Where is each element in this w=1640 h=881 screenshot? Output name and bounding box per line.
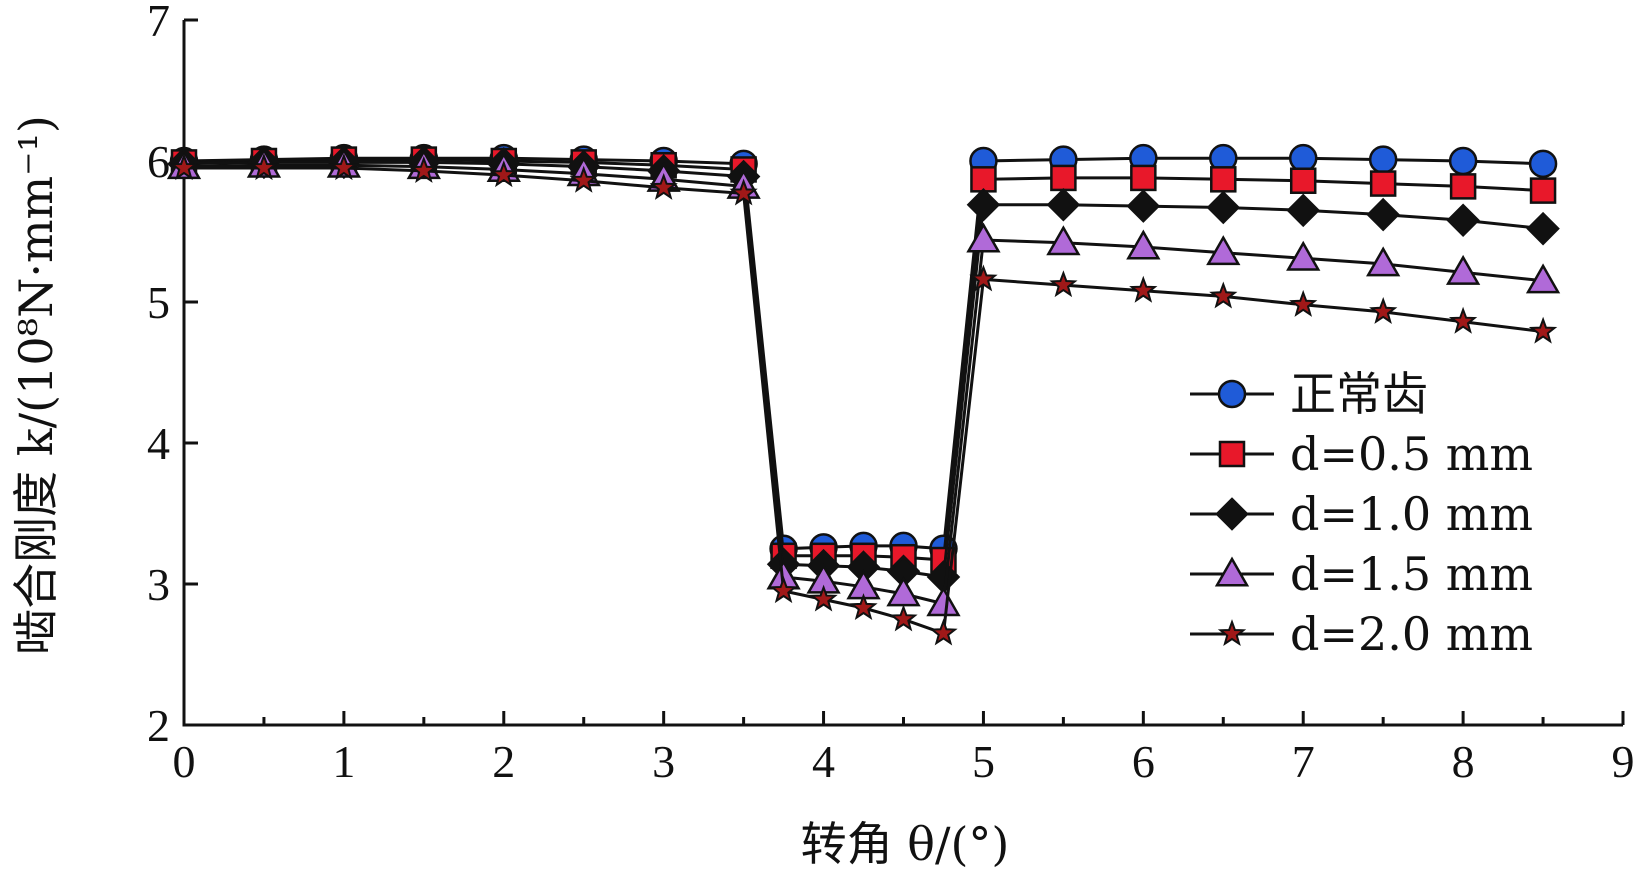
y-tick-label: 6	[147, 136, 170, 187]
data-point	[1209, 281, 1238, 309]
legend-marker	[1217, 379, 1247, 409]
x-tick-label: 4	[812, 736, 835, 787]
data-point	[1449, 173, 1477, 200]
data-point	[1369, 297, 1398, 324]
data-point	[649, 172, 678, 200]
x-tick-label: 8	[1452, 736, 1475, 787]
data-point	[1046, 225, 1081, 256]
x-tick-label: 1	[332, 736, 355, 787]
x-tick-label: 5	[972, 736, 995, 787]
data-point	[1529, 177, 1557, 204]
x-tick-label: 0	[173, 736, 196, 787]
data-point	[969, 264, 998, 292]
legend-item: d=1.5 mm	[1190, 547, 1533, 601]
x-tick-label: 6	[1132, 736, 1155, 787]
legend: 正常齿 d=0.5 mm d=1.0 mm d=1.5 mm d=2.0 mm	[1190, 367, 1533, 661]
y-tick-label: 7	[147, 0, 170, 46]
data-point	[1448, 306, 1478, 334]
x-tick-label: 3	[652, 736, 675, 787]
x-tick-label: 2	[492, 736, 515, 787]
data-point	[1126, 189, 1161, 223]
data-point	[1286, 193, 1320, 228]
y-axis-title: 啮合刚度 k/(10⁸N·mm⁻¹)	[9, 115, 63, 655]
legend-label: 正常齿	[1290, 367, 1428, 421]
data-point	[970, 166, 997, 193]
data-point	[409, 156, 438, 183]
legend-label: d=0.5 mm	[1290, 427, 1533, 481]
data-point	[1526, 211, 1560, 246]
data-point	[1528, 149, 1558, 179]
legend-marker	[1214, 556, 1250, 587]
legend-marker	[1217, 619, 1247, 647]
data-point	[1446, 203, 1480, 237]
y-axis: 2 3 4 5 6 7	[147, 0, 198, 751]
data-point	[966, 222, 1001, 253]
legend-item: d=2.0 mm	[1190, 607, 1533, 661]
data-point	[729, 178, 758, 206]
legend-item: 正常齿	[1190, 367, 1428, 421]
data-point	[1210, 166, 1237, 193]
data-point	[926, 586, 961, 617]
data-point	[849, 593, 878, 621]
y-tick-label: 4	[147, 418, 170, 469]
data-point	[809, 584, 838, 612]
data-point	[929, 618, 958, 646]
data-point	[169, 153, 199, 181]
x-axis-title: 转角 θ/(°)	[801, 817, 1010, 871]
data-point	[1046, 187, 1081, 222]
series-4	[169, 153, 1558, 646]
data-point	[1525, 263, 1561, 294]
data-point	[889, 604, 918, 632]
series-layer	[166, 143, 1561, 646]
legend-item: d=0.5 mm	[1190, 427, 1533, 481]
data-point	[249, 153, 279, 181]
data-point	[1049, 270, 1078, 298]
x-axis: 0 1 2 3 4 5 6 7 8 9	[173, 711, 1635, 787]
data-point	[1126, 229, 1161, 260]
data-point	[1289, 167, 1317, 194]
data-point	[1366, 197, 1400, 232]
data-point	[1206, 190, 1241, 225]
data-point	[1130, 164, 1157, 192]
legend-label: d=1.0 mm	[1290, 487, 1533, 541]
legend-marker	[1218, 440, 1246, 468]
data-point	[1528, 316, 1558, 344]
x-tick-label: 9	[1612, 736, 1635, 787]
data-point	[1445, 254, 1481, 285]
data-point	[966, 187, 1001, 222]
data-point	[489, 160, 518, 188]
legend-marker	[1215, 497, 1249, 531]
data-point	[1129, 275, 1158, 303]
legend-item: d=1.0 mm	[1190, 487, 1533, 541]
data-point	[1366, 246, 1401, 277]
data-point	[1289, 289, 1318, 317]
data-point	[329, 153, 359, 181]
data-point	[1448, 146, 1478, 176]
y-tick-label: 2	[147, 700, 170, 751]
data-point	[769, 576, 798, 604]
data-point	[1288, 143, 1318, 173]
y-tick-label: 3	[147, 559, 170, 610]
data-point	[569, 165, 598, 193]
data-point	[1286, 240, 1321, 271]
data-point	[1368, 145, 1398, 174]
data-point	[1050, 164, 1077, 192]
y-tick-label: 5	[147, 277, 170, 328]
x-tick-label: 7	[1292, 736, 1315, 787]
data-point	[1369, 170, 1397, 197]
legend-label: d=2.0 mm	[1290, 607, 1533, 661]
data-point	[1206, 235, 1241, 266]
legend-label: d=1.5 mm	[1290, 547, 1533, 601]
